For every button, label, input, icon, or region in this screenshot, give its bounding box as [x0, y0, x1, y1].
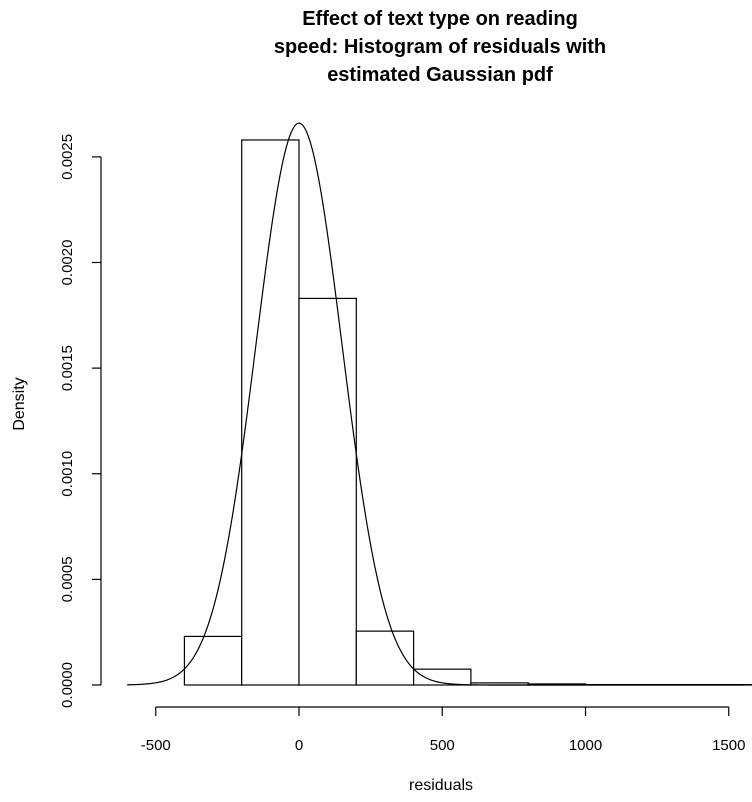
y-tick-label-0: 0.0000: [59, 662, 76, 708]
plot-area: 0.0000 0.0005 0.0010 0.0015 0.0020 0.0025 -500…: [59, 122, 752, 754]
x-tick-label-0: -500: [141, 737, 171, 754]
y-tick-label-4: 0.0020: [59, 240, 76, 286]
x-tick-label-4: 1500: [712, 737, 745, 754]
y-tick-label-5: 0.0025: [59, 134, 76, 180]
histogram-bar-4: [413, 668, 472, 686]
chart-title-line-3: estimated Gaussian pdf: [327, 64, 553, 86]
y-tick-label-2: 0.0010: [59, 451, 76, 497]
x-tick-label-1: 0: [295, 737, 303, 754]
y-tick-label-1: 0.0005: [59, 556, 76, 602]
chart-title-line-1: Effect of text type on reading: [302, 8, 578, 30]
x-tick-label-2: 500: [430, 737, 455, 754]
gaussian-pdf-curve: [127, 122, 744, 686]
chart-title-line-2: speed: Histogram of residuals with: [273, 36, 607, 58]
x-axis-title: residuals: [409, 777, 473, 794]
y-axis-title: Density: [11, 377, 28, 430]
y-tick-label-3: 0.0015: [59, 345, 76, 391]
histogram-bar-2: [298, 297, 357, 686]
histogram-bar-1: [241, 139, 300, 686]
histogram-bar-0: [183, 635, 243, 686]
x-tick-label-3: 1000: [569, 737, 602, 754]
histogram-bar-3: [355, 630, 415, 686]
